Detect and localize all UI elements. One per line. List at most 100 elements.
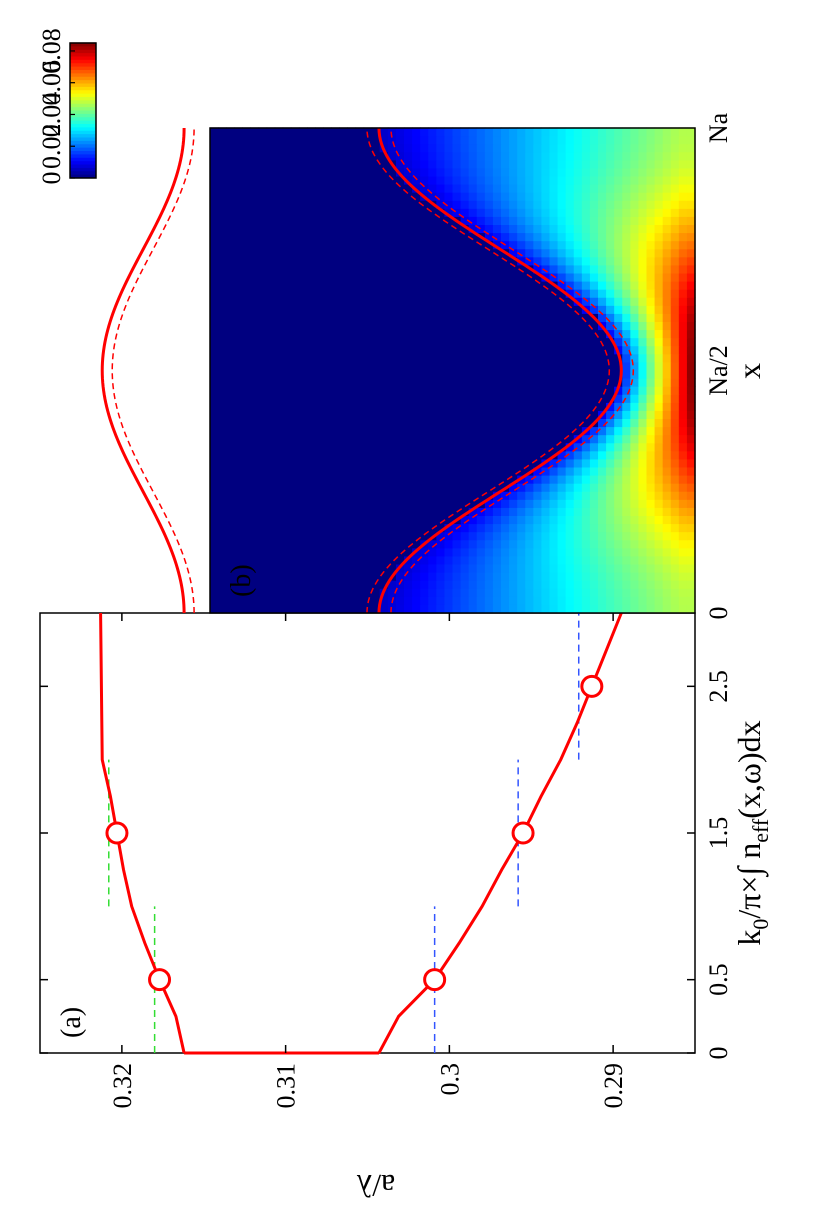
heatmap-cell — [347, 183, 357, 193]
heatmap-cell — [355, 329, 365, 339]
heatmap-cell — [581, 386, 591, 395]
heatmap-cell — [541, 450, 551, 460]
heatmap-cell — [686, 216, 696, 225]
heatmap-cell — [622, 515, 631, 525]
heatmap-cell — [452, 159, 462, 169]
heatmap-cell — [678, 474, 688, 484]
heatmap-cell — [290, 410, 300, 419]
heatmap-cell — [589, 240, 599, 250]
heatmap-cell — [565, 345, 575, 355]
heatmap-cell — [557, 175, 567, 185]
heatmap-cell — [589, 151, 599, 161]
heatmap-cell — [670, 151, 680, 161]
heatmap-cell — [686, 313, 696, 322]
heatmap-cell — [484, 386, 494, 395]
heatmap-cell — [420, 377, 429, 387]
heatmap-cell — [428, 280, 437, 290]
heatmap-cell — [218, 571, 227, 581]
heatmap-cell — [420, 297, 429, 306]
heatmap-cell — [282, 135, 292, 145]
heatmap-cell — [501, 563, 510, 573]
heatmap-cell — [436, 507, 446, 516]
heatmap-cell — [468, 483, 478, 492]
heatmap-cell — [323, 167, 332, 177]
heatmap-cell — [606, 555, 615, 565]
heatmap-cell — [323, 458, 332, 468]
heatmap-cell — [331, 418, 340, 428]
heatmap-cell — [476, 394, 486, 403]
heatmap-cell — [210, 248, 219, 258]
x-tick-label: Na/2 — [704, 345, 733, 396]
heatmap-cell — [395, 240, 405, 250]
heatmap-cell — [363, 151, 373, 161]
heatmap-cell — [452, 272, 462, 282]
heatmap-cell — [379, 337, 389, 347]
heatmap-cell — [678, 580, 688, 589]
heatmap-cell — [686, 596, 696, 605]
heatmap-cell — [307, 167, 316, 177]
heatmap-cell — [525, 515, 534, 525]
heatmap-cell — [509, 208, 518, 217]
heatmap-cell — [404, 159, 413, 169]
heatmap-cell — [598, 345, 607, 355]
heatmap-cell — [662, 434, 672, 444]
heatmap-cell — [420, 353, 429, 363]
heatmap-cell — [468, 127, 478, 137]
heatmap-cell — [509, 305, 518, 314]
heatmap-cell — [598, 159, 607, 169]
heatmap-cell — [686, 515, 696, 525]
heatmap-cell — [274, 491, 284, 500]
heatmap-cell — [436, 224, 446, 234]
heatmap-cell — [533, 555, 543, 565]
heatmap-cell — [234, 580, 243, 589]
heatmap-cell — [581, 483, 591, 492]
colorbar-tick-label: 0.04 — [37, 92, 66, 138]
heatmap-cell — [460, 305, 470, 314]
heatmap-cell — [557, 216, 567, 225]
heatmap-cell — [549, 200, 559, 209]
heatmap-cell — [533, 377, 543, 387]
heatmap-cell — [355, 289, 365, 298]
heatmap-cell — [420, 329, 429, 339]
heatmap-cell — [686, 474, 696, 484]
heatmap-cell — [242, 563, 252, 573]
heatmap-cell — [484, 135, 494, 145]
heatmap-cell — [428, 466, 437, 476]
heatmap-cell — [678, 555, 688, 565]
heatmap-cell — [331, 402, 340, 411]
heatmap-cell — [501, 402, 510, 411]
heatmap-cell — [307, 426, 316, 436]
heatmap-cell — [501, 297, 510, 306]
heatmap-cell — [266, 361, 276, 371]
heatmap-cell — [371, 183, 381, 193]
heatmap-cell — [436, 280, 446, 290]
heatmap-cell — [460, 588, 470, 597]
heatmap-cell — [662, 580, 672, 589]
heatmap-cell — [557, 563, 567, 573]
heatmap-cell — [670, 305, 680, 314]
heatmap-cell — [614, 563, 623, 573]
heatmap-cell — [234, 143, 243, 153]
heatmap-cell — [662, 539, 672, 549]
heatmap-cell — [460, 297, 470, 306]
heatmap-cell — [630, 216, 640, 225]
heatmap-cell — [581, 256, 591, 266]
heatmap-cell — [395, 604, 405, 613]
heatmap-cell — [339, 588, 349, 597]
heatmap-cell — [468, 466, 478, 476]
heatmap-cell — [226, 483, 235, 492]
heatmap-cell — [242, 240, 252, 250]
heatmap-cell — [363, 280, 373, 290]
panel-a-markers — [105, 674, 604, 992]
heatmap-cell — [501, 466, 510, 476]
colorbar-cell — [70, 140, 96, 145]
colorbar-tick-label: 0 — [37, 172, 66, 185]
heatmap-cell — [226, 127, 235, 137]
heatmap-cell — [630, 394, 640, 403]
colorbar-cell — [70, 126, 96, 131]
heatmap-cell — [654, 232, 664, 242]
heatmap-cell — [436, 571, 446, 581]
heatmap-cell — [589, 571, 599, 581]
heatmap-cell — [387, 483, 397, 492]
heatmap-cell — [678, 280, 688, 290]
